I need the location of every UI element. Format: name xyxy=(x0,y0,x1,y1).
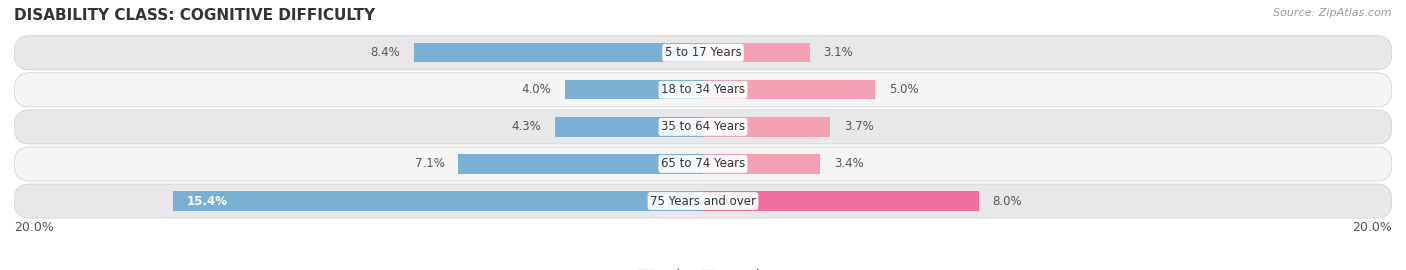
Text: 5 to 17 Years: 5 to 17 Years xyxy=(665,46,741,59)
FancyBboxPatch shape xyxy=(14,110,1392,144)
Text: 3.4%: 3.4% xyxy=(834,157,863,170)
Text: 4.0%: 4.0% xyxy=(522,83,551,96)
Text: Source: ZipAtlas.com: Source: ZipAtlas.com xyxy=(1274,8,1392,18)
Text: 15.4%: 15.4% xyxy=(186,194,228,208)
Text: 20.0%: 20.0% xyxy=(14,221,53,234)
FancyBboxPatch shape xyxy=(14,147,1392,181)
Text: 18 to 34 Years: 18 to 34 Years xyxy=(661,83,745,96)
Text: 3.7%: 3.7% xyxy=(844,120,875,133)
Bar xyxy=(703,43,810,62)
Bar xyxy=(703,154,820,174)
Bar xyxy=(458,154,703,174)
Legend: Male, Female: Male, Female xyxy=(633,264,773,270)
FancyBboxPatch shape xyxy=(14,184,1392,218)
Bar xyxy=(565,80,703,99)
Bar xyxy=(703,191,979,211)
Text: 5.0%: 5.0% xyxy=(889,83,918,96)
FancyBboxPatch shape xyxy=(14,73,1392,107)
Text: 65 to 74 Years: 65 to 74 Years xyxy=(661,157,745,170)
Text: 20.0%: 20.0% xyxy=(1353,221,1392,234)
Text: 75 Years and over: 75 Years and over xyxy=(650,194,756,208)
FancyBboxPatch shape xyxy=(14,36,1392,70)
Text: 35 to 64 Years: 35 to 64 Years xyxy=(661,120,745,133)
Bar xyxy=(703,80,875,99)
Text: 8.4%: 8.4% xyxy=(370,46,399,59)
Text: DISABILITY CLASS: COGNITIVE DIFFICULTY: DISABILITY CLASS: COGNITIVE DIFFICULTY xyxy=(14,8,375,23)
Bar xyxy=(413,43,703,62)
Bar xyxy=(173,191,703,211)
Text: 7.1%: 7.1% xyxy=(415,157,444,170)
Text: 3.1%: 3.1% xyxy=(824,46,853,59)
Bar xyxy=(703,117,831,137)
Bar xyxy=(555,117,703,137)
Text: 8.0%: 8.0% xyxy=(993,194,1022,208)
Text: 4.3%: 4.3% xyxy=(512,120,541,133)
